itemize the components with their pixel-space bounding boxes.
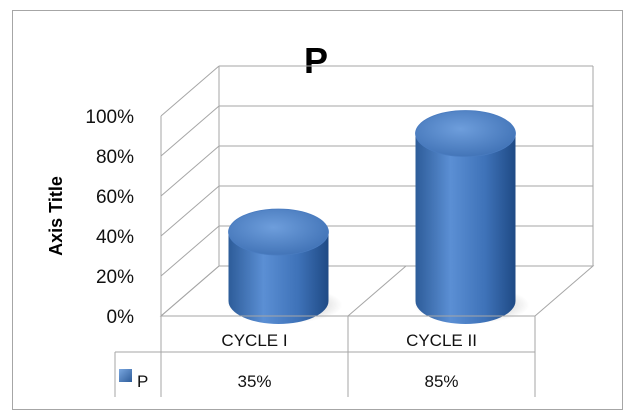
grid-layer <box>159 65 595 317</box>
y-tick-label: 100% <box>85 107 134 128</box>
chart-title: P <box>304 40 328 81</box>
chart-frame <box>12 10 623 410</box>
chart-canvas: P Axis Title 0% 20% 40% 60% 80% 100% CYCLE I 3… <box>46 40 595 397</box>
data-table-value: 85% <box>424 372 458 391</box>
y-tick-label: 0% <box>107 307 135 328</box>
floor-divider <box>347 265 407 317</box>
y-tick-label: 80% <box>96 147 134 168</box>
side-wall-gridline <box>160 145 220 197</box>
x-category-label: CYCLE II <box>406 331 477 350</box>
bar-cycle-ii <box>415 133 516 324</box>
bar-top <box>228 208 329 256</box>
side-wall-gridline <box>160 225 220 277</box>
y-axis-title: Axis Title <box>46 176 66 256</box>
y-tick-labels: 0% 20% 40% 60% 80% 100% <box>85 107 134 328</box>
y-tick-label: 20% <box>96 267 134 288</box>
bar-cycle-i <box>228 232 329 324</box>
data-table: CYCLE I 35% CYCLE II 85% P <box>114 315 536 397</box>
y-tick-label: 60% <box>96 187 134 208</box>
bar-top <box>415 110 516 157</box>
y-tick-label: 40% <box>96 227 134 248</box>
side-wall-gridline <box>160 185 220 237</box>
data-table-value: 35% <box>237 372 271 391</box>
side-wall-gridline <box>160 105 220 157</box>
x-category-label: CYCLE I <box>221 331 287 350</box>
legend-series-label: P <box>137 372 148 391</box>
bar-layer <box>226 110 530 324</box>
legend-swatch <box>119 369 132 382</box>
side-wall-gridline <box>160 65 220 117</box>
